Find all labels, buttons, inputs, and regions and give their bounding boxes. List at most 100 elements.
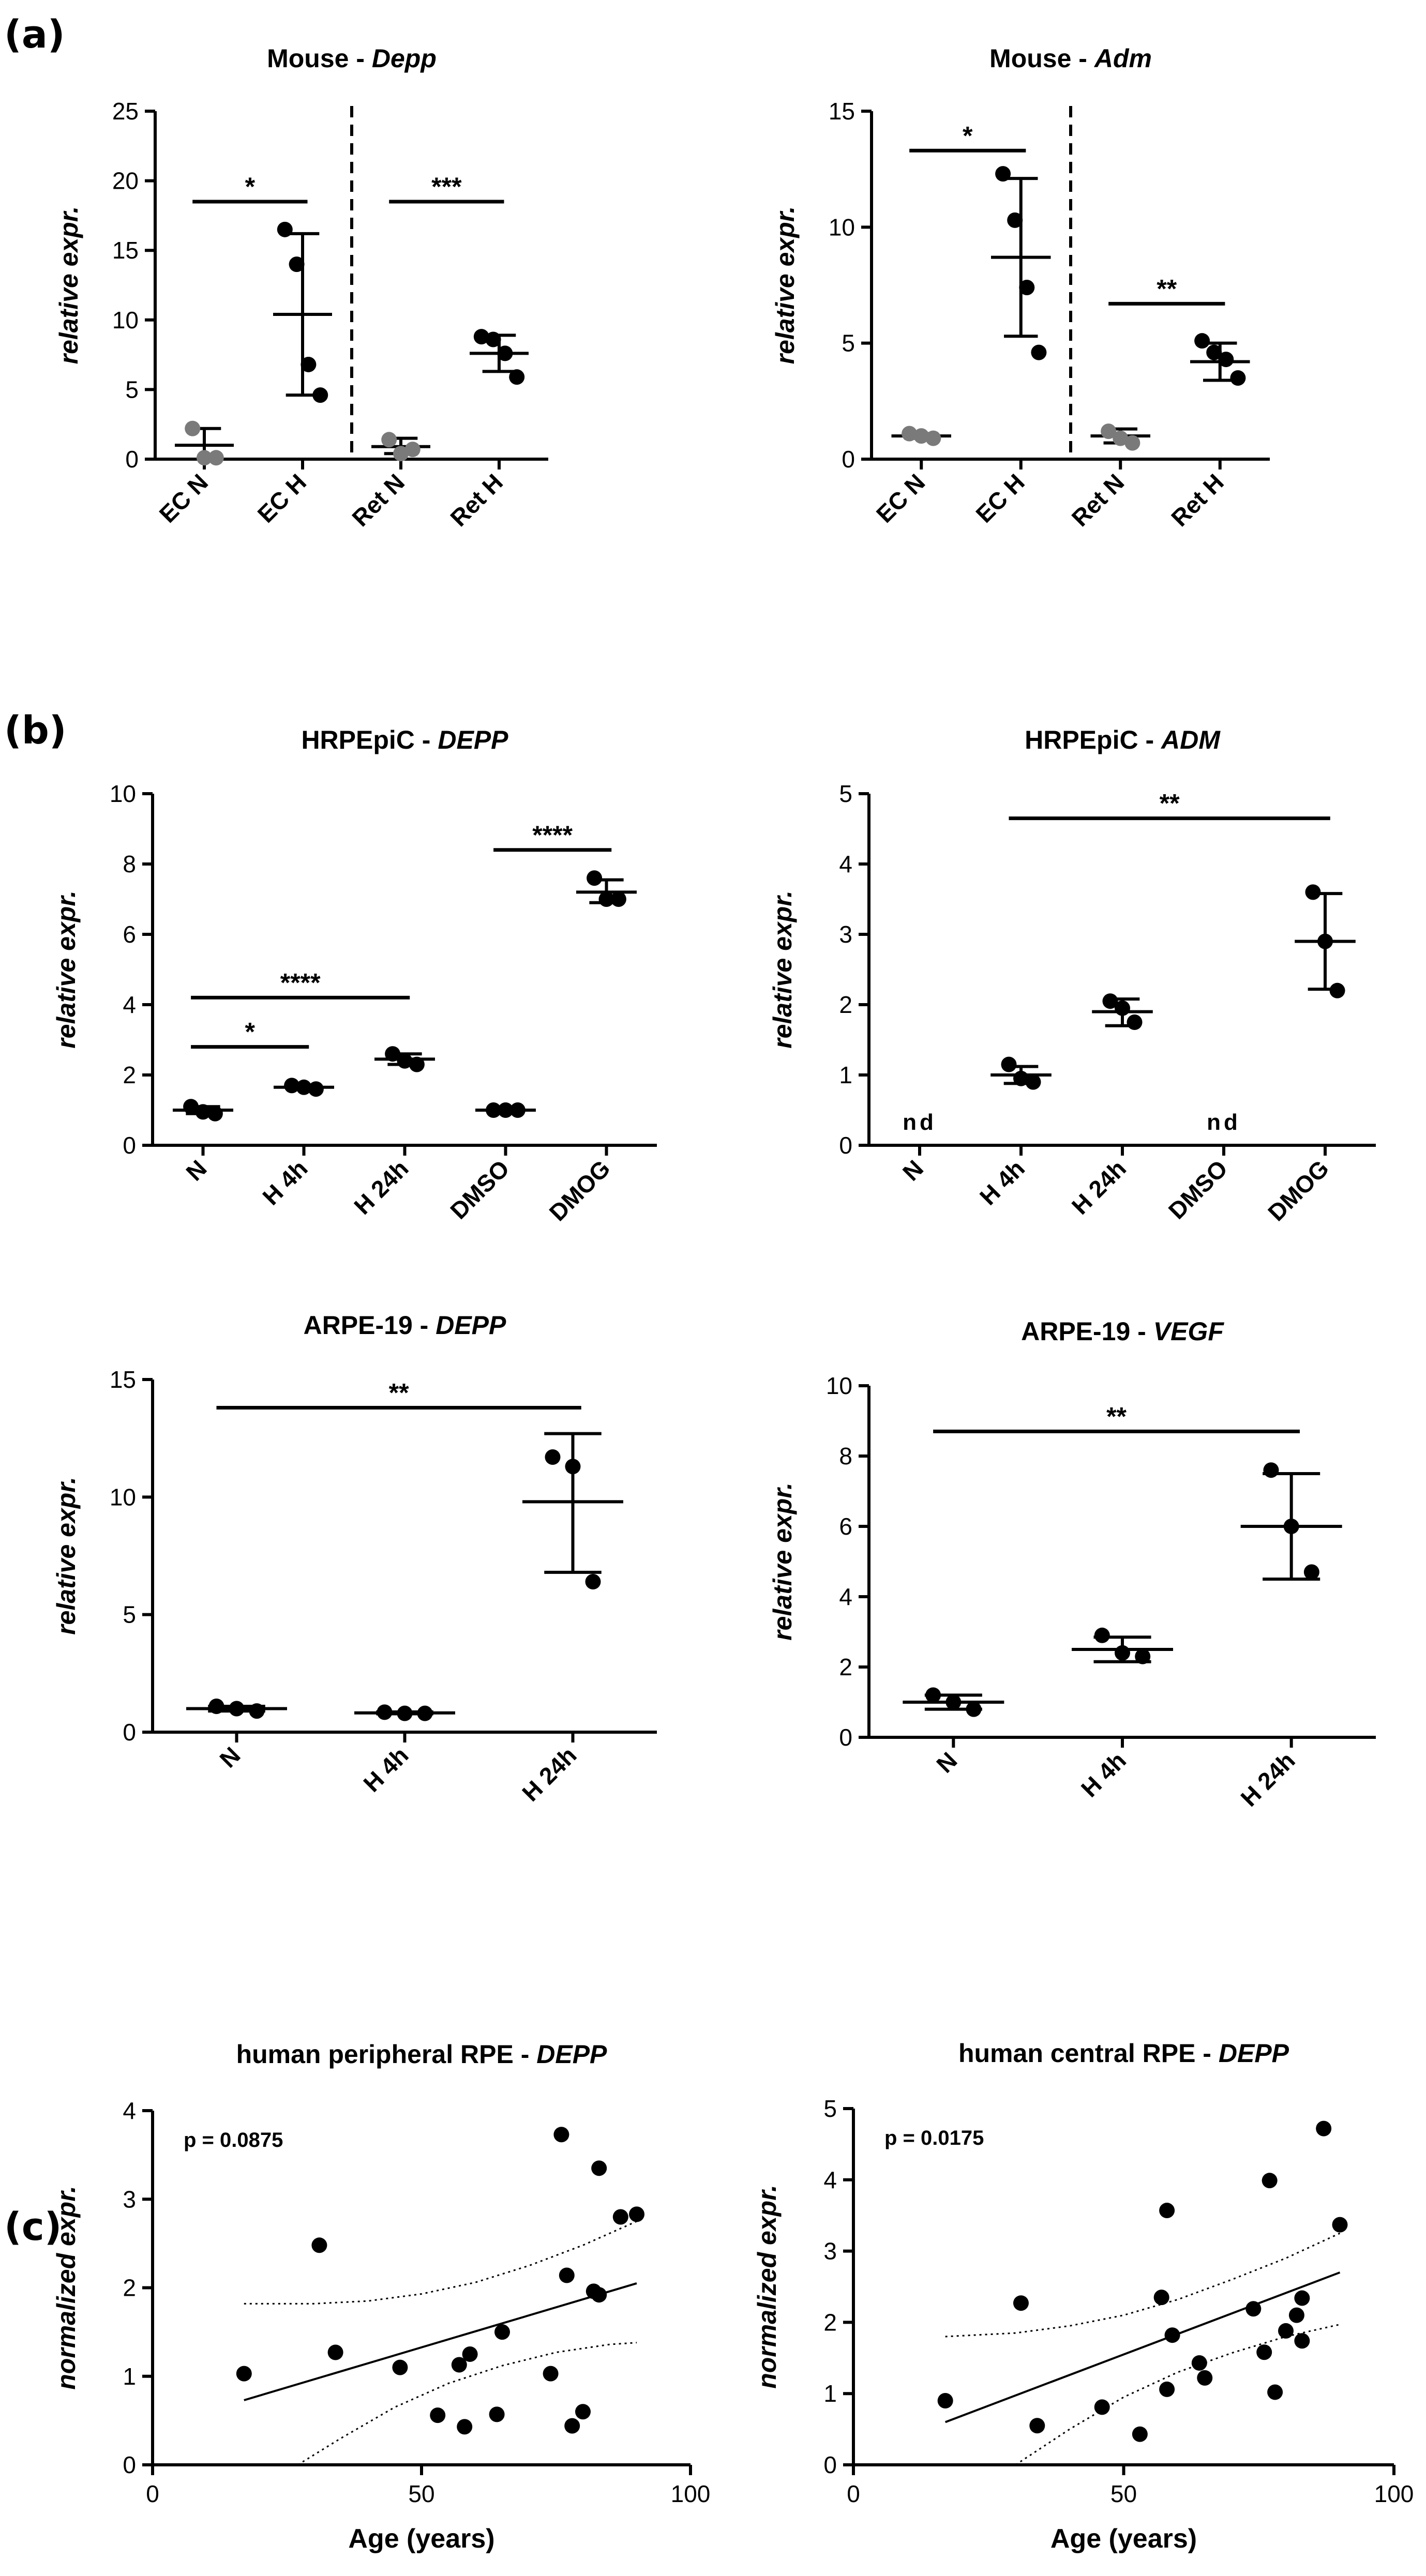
data-point xyxy=(1115,1000,1130,1016)
data-point xyxy=(207,1105,223,1122)
y-axis-label: relative expr. xyxy=(54,206,83,365)
x-tick-label: EC N xyxy=(154,468,213,527)
chart-hrpepic_adm: HRPEpiC - ADM 0 1 2 3 4 5 relative expr. N H 4h H … xyxy=(768,725,1376,1226)
data-point xyxy=(404,442,421,458)
x-tick-label: H 4h xyxy=(1076,1747,1131,1802)
y-tick-label: 4 xyxy=(123,2097,136,2124)
y-tick-label: 10 xyxy=(826,1372,852,1399)
data-point xyxy=(966,1701,982,1717)
data-point xyxy=(236,2366,252,2382)
data-point xyxy=(485,331,501,347)
data-point xyxy=(392,2359,408,2375)
data-point xyxy=(585,1574,601,1590)
data-point xyxy=(610,891,626,907)
data-point xyxy=(229,1701,245,1717)
data-point xyxy=(183,1099,199,1115)
data-point xyxy=(462,2346,478,2362)
data-point xyxy=(1159,2381,1175,2397)
data-point xyxy=(377,1704,393,1720)
chart-title-gene: DEPP xyxy=(436,1311,506,1340)
data-point xyxy=(185,420,201,436)
data-point xyxy=(1153,2290,1169,2306)
data-point xyxy=(1206,344,1222,360)
y-axis-label: relative expr. xyxy=(771,206,800,365)
data-point xyxy=(1031,344,1047,360)
data-point xyxy=(1332,2217,1348,2233)
y-tick-label: 0 xyxy=(823,2451,837,2478)
y-tick-label: 3 xyxy=(823,2238,837,2265)
chart-title: Mouse - Adm xyxy=(989,44,1152,73)
significance-label: * xyxy=(963,121,973,150)
x-tick-label: Ret N xyxy=(1067,468,1130,532)
y-tick-label: 0 xyxy=(123,2451,136,2478)
y-tick-label: 0 xyxy=(839,1724,852,1751)
data-point xyxy=(327,2344,343,2360)
data-point xyxy=(591,2287,607,2303)
data-point xyxy=(1094,2399,1110,2415)
data-point xyxy=(1094,1627,1110,1643)
chart-title-prefix: ARPE-19 - xyxy=(1021,1317,1153,1346)
chart-title-prefix: ARPE-19 - xyxy=(304,1311,436,1340)
y-axis-label: normalized expr. xyxy=(753,2185,782,2389)
data-point xyxy=(945,1694,962,1710)
chart-central_rpe_depp: human central RPE - DEPP 0 1 2 3 4 5 normalized… xyxy=(753,2039,1414,2554)
x-tick-label: Ret N xyxy=(347,468,410,532)
data-point xyxy=(598,891,614,907)
data-point xyxy=(1194,333,1210,349)
y-tick-label: 2 xyxy=(123,1062,136,1088)
y-axis-label: relative expr. xyxy=(768,890,797,1049)
data-point xyxy=(564,2418,580,2434)
x-tick-label: H 4h xyxy=(358,1741,413,1797)
data-point xyxy=(397,1705,413,1721)
data-point xyxy=(473,329,489,345)
chart-title-gene: DEPP xyxy=(438,725,508,754)
data-point xyxy=(629,2206,644,2222)
data-point xyxy=(1013,2295,1029,2311)
data-point xyxy=(1102,993,1118,1009)
data-point xyxy=(486,1102,502,1118)
significance-label: * xyxy=(245,1018,255,1047)
chart-title-gene: Depp xyxy=(372,44,437,73)
data-point xyxy=(1019,279,1035,295)
data-point xyxy=(591,2160,607,2176)
data-point xyxy=(1305,884,1321,900)
y-tick-label: 4 xyxy=(839,851,852,877)
x-tick-label: DMOG xyxy=(1263,1155,1334,1226)
y-tick-label: 5 xyxy=(842,330,855,357)
data-point xyxy=(208,1698,224,1714)
data-point xyxy=(497,345,513,361)
data-point xyxy=(409,1056,425,1072)
data-point xyxy=(1218,352,1234,368)
data-point xyxy=(498,1102,514,1118)
y-tick-label: 0 xyxy=(125,446,139,473)
confidence-band-upper xyxy=(945,2232,1341,2338)
x-tick-label: EC H xyxy=(970,468,1029,527)
data-point xyxy=(545,1449,561,1465)
x-axis-label: Age (years) xyxy=(348,2524,494,2554)
data-point xyxy=(1278,2323,1294,2339)
data-point xyxy=(995,166,1011,182)
x-axis-label: Age (years) xyxy=(1050,2524,1197,2554)
data-point xyxy=(1316,2120,1332,2136)
chart-title: human peripheral RPE - DEPP xyxy=(236,2040,607,2069)
data-point xyxy=(308,1081,324,1097)
confidence-band-lower xyxy=(297,2342,637,2466)
y-tick-label: 4 xyxy=(839,1583,852,1610)
data-point xyxy=(1245,2301,1262,2317)
not-detected-label: nd xyxy=(903,1110,937,1135)
chart-title-prefix: HRPEpiC - xyxy=(1025,725,1161,754)
y-tick-label: 0 xyxy=(839,1132,852,1159)
data-point xyxy=(1262,2173,1278,2189)
y-tick-label: 5 xyxy=(125,376,139,403)
data-point xyxy=(249,1703,265,1719)
significance-label: ** xyxy=(1106,1402,1127,1431)
y-tick-label: 0 xyxy=(842,446,855,473)
x-tick-label: N xyxy=(897,1155,928,1186)
chart-hrpepic_depp: HRPEpiC - DEPP 0 2 4 6 8 10 relative expr. N H 4h… xyxy=(52,725,657,1226)
data-point xyxy=(1267,2384,1283,2400)
regression-line xyxy=(944,2271,1341,2423)
chart-title: Mouse - Depp xyxy=(267,44,437,73)
x-tick-label: DMSO xyxy=(1163,1155,1233,1224)
x-tick-label: N xyxy=(214,1741,245,1772)
